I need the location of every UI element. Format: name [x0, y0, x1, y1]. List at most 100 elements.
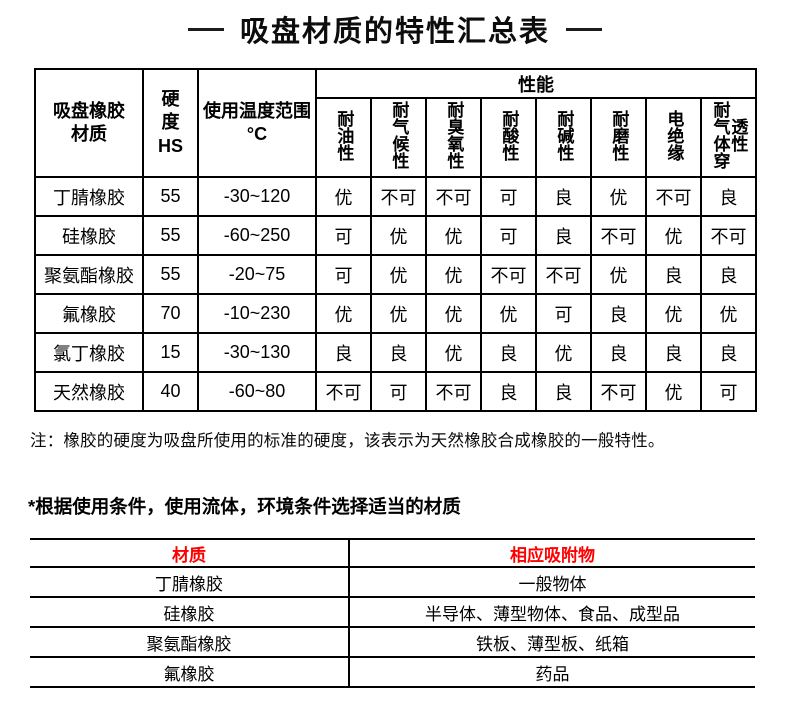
- table-row: 丁腈橡胶 55 -30~120 优 不可 不可 可 良 优 不可 良: [34, 176, 757, 217]
- perf-cell: 优: [370, 215, 427, 256]
- hardness-cell: 15: [142, 332, 199, 373]
- header-perf-abrasion: 耐磨性: [590, 97, 647, 178]
- perf-cell: 优: [370, 254, 427, 295]
- perf-cell: 可: [315, 254, 372, 295]
- temp-cell: -60~80: [197, 371, 317, 412]
- adsorbate-material-cell: 氟橡胶: [30, 657, 350, 688]
- perf-cell: 优: [315, 176, 372, 217]
- table-row: 天然橡胶 40 -60~80 不可 可 不可 良 良 不可 优 可: [34, 371, 757, 412]
- header-perf-oil: 耐油性: [315, 97, 372, 178]
- perf-cell: 不可: [315, 371, 372, 412]
- perf-cell: 优: [425, 254, 482, 295]
- perf-cell: 优: [700, 293, 757, 334]
- perf-cell: 良: [700, 254, 757, 295]
- perf-cell: 良: [590, 332, 647, 373]
- perf-cell: 优: [645, 293, 702, 334]
- header-perf-insulation-label: 电绝缘: [664, 109, 684, 161]
- title-dash-left-icon: [187, 27, 224, 31]
- title-dash-right-icon: [566, 27, 602, 31]
- adsorbate-object-cell: 药品: [349, 657, 755, 688]
- perf-cell: 不可: [425, 176, 482, 217]
- perf-cell: 不可: [590, 215, 647, 256]
- adsorbate-header-object: 相应吸附物: [349, 538, 755, 568]
- selection-note: *根据使用条件，使用流体，环境条件选择适当的材质: [28, 496, 461, 517]
- perf-cell: 良: [535, 176, 592, 217]
- perf-cell: 可: [480, 176, 537, 217]
- title-row: 吸盘材质的特性汇总表: [0, 8, 790, 50]
- header-perf-weather: 耐气候性: [370, 97, 427, 178]
- hardness-cell: 55: [142, 176, 199, 217]
- perf-cell: 优: [480, 293, 537, 334]
- material-cell: 丁腈橡胶: [34, 176, 144, 217]
- perf-cell: 良: [590, 293, 647, 334]
- header-perf-alkali: 耐碱性: [535, 97, 592, 178]
- hardness-cell: 55: [142, 254, 199, 295]
- adsorbate-header-material: 材质: [30, 538, 350, 568]
- material-cell: 天然橡胶: [34, 371, 144, 412]
- perf-cell: 良: [370, 332, 427, 373]
- header-perf-gas-permeation: 耐气体穿透性: [700, 97, 757, 178]
- perf-cell: 可: [370, 371, 427, 412]
- perf-cell: 优: [645, 215, 702, 256]
- adsorbate-material-cell: 聚氨酯橡胶: [30, 627, 350, 658]
- perf-cell: 良: [535, 215, 592, 256]
- perf-cell: 可: [700, 371, 757, 412]
- table-row: 聚氨酯橡胶 铁板、薄型板、纸箱: [30, 627, 755, 658]
- material-cell: 氯丁橡胶: [34, 332, 144, 373]
- perf-cell: 优: [535, 332, 592, 373]
- perf-cell: 良: [700, 332, 757, 373]
- perf-cell: 不可: [480, 254, 537, 295]
- perf-cell: 不可: [370, 176, 427, 217]
- page-title: 吸盘材质的特性汇总表: [239, 16, 550, 48]
- adsorbate-object-cell: 一般物体: [349, 567, 755, 598]
- material-cell: 氟橡胶: [34, 293, 144, 334]
- perf-cell: 优: [590, 176, 647, 217]
- header-temp-range: 使用温度范围 °C: [197, 68, 317, 178]
- perf-cell: 优: [590, 254, 647, 295]
- perf-cell: 可: [480, 215, 537, 256]
- header-perf-insulation: 电绝缘: [645, 97, 702, 178]
- temp-cell: -30~120: [197, 176, 317, 217]
- header-perf-oil-label: 耐油性: [334, 109, 354, 161]
- header-perf-gas-permeation-label: 耐气体穿透性: [710, 101, 748, 169]
- header-perf-abrasion-label: 耐磨性: [609, 109, 629, 161]
- perf-cell: 优: [425, 215, 482, 256]
- adsorbate-material-cell: 丁腈橡胶: [30, 567, 350, 598]
- perf-cell: 良: [645, 254, 702, 295]
- perf-cell: 良: [315, 332, 372, 373]
- table-row: 硅橡胶 半导体、薄型物体、食品、成型品: [30, 597, 755, 628]
- table-row: 材质 相应吸附物: [30, 538, 755, 568]
- perf-cell: 良: [480, 332, 537, 373]
- temp-cell: -20~75: [197, 254, 317, 295]
- perf-cell: 优: [645, 371, 702, 412]
- temp-cell: -30~130: [197, 332, 317, 373]
- adsorbate-object-cell: 铁板、薄型板、纸箱: [349, 627, 755, 658]
- material-cell: 聚氨酯橡胶: [34, 254, 144, 295]
- header-hardness: 硬 度 HS: [142, 68, 199, 178]
- perf-cell: 可: [315, 215, 372, 256]
- table-row: 氯丁橡胶 15 -30~130 良 良 优 良 优 良 良 良: [34, 332, 757, 373]
- perf-cell: 良: [700, 176, 757, 217]
- hardness-cell: 70: [142, 293, 199, 334]
- perf-cell: 不可: [535, 254, 592, 295]
- temp-cell: -60~250: [197, 215, 317, 256]
- header-material: 吸盘橡胶 材质: [34, 68, 144, 178]
- hardness-cell: 55: [142, 215, 199, 256]
- perf-cell: 优: [425, 332, 482, 373]
- adsorbate-table: 材质 相应吸附物 丁腈橡胶 一般物体 硅橡胶 半导体、薄型物体、食品、成型品 聚…: [30, 538, 755, 688]
- hardness-note: 注：橡胶的硬度为吸盘所使用的标准的硬度，该表示为天然橡胶合成橡胶的一般特性。: [30, 432, 665, 450]
- table-row: 硅橡胶 55 -60~250 可 优 优 可 良 不可 优 不可: [34, 215, 757, 256]
- perf-cell: 优: [425, 293, 482, 334]
- characteristics-table: 吸盘橡胶 材质 硬 度 HS 使用温度范围 °C 性能 耐油性 耐气候性 耐臭氧…: [34, 68, 757, 412]
- perf-cell: 优: [315, 293, 372, 334]
- perf-cell: 良: [645, 332, 702, 373]
- perf-cell: 良: [480, 371, 537, 412]
- perf-cell: 良: [535, 371, 592, 412]
- header-perf-weather-label: 耐气候性: [389, 101, 409, 169]
- header-performance: 性能: [315, 68, 757, 99]
- adsorbate-object-cell: 半导体、薄型物体、食品、成型品: [349, 597, 755, 628]
- header-perf-ozone: 耐臭氧性: [425, 97, 482, 178]
- header-perf-acid-label: 耐酸性: [499, 109, 519, 161]
- header-perf-acid: 耐酸性: [480, 97, 537, 178]
- perf-cell: 可: [535, 293, 592, 334]
